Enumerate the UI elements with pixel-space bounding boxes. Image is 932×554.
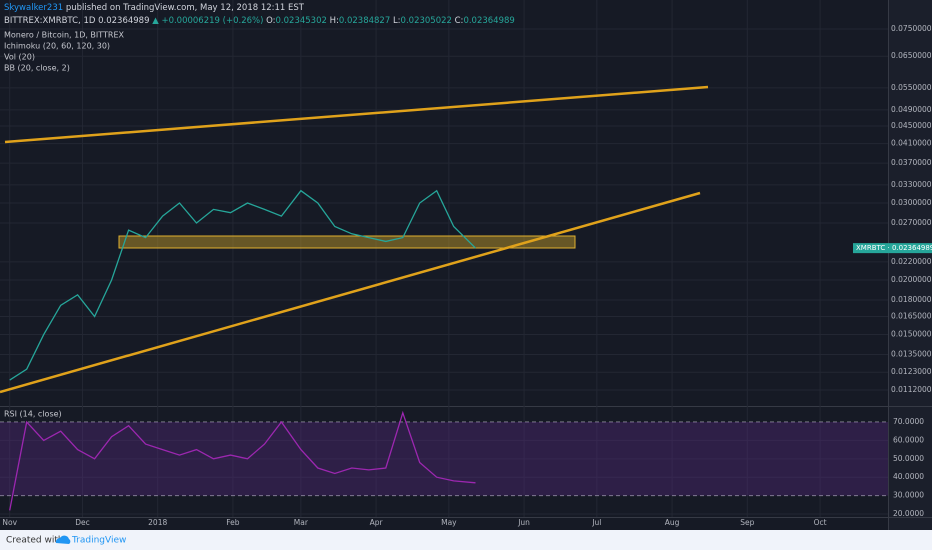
high-label: H:	[330, 16, 339, 26]
close: 0.02364989	[463, 16, 514, 26]
y-tick-label: 0.02700000	[891, 218, 932, 227]
y-tick-label: 0.06500000	[891, 51, 932, 60]
price-tag-value: 0.02364989	[892, 244, 932, 252]
x-tick-label: Jul	[591, 518, 601, 527]
support-zone	[118, 235, 576, 249]
y-tick-label: 0.02200000	[891, 257, 932, 266]
y-tick-label: 0.01650000	[891, 311, 932, 320]
open-label: O:	[266, 16, 275, 26]
y-tick-label: 0.01350000	[891, 350, 932, 359]
last: 0.02364989	[98, 16, 149, 26]
price-tag-name: XMRBTC	[856, 244, 885, 252]
x-tick-label: May	[441, 518, 457, 527]
close-label: C:	[455, 16, 464, 26]
x-tick-label: Nov	[2, 518, 17, 527]
header-line: Skywalker231 published on TradingView.co…	[4, 3, 305, 13]
rsi-line	[9, 410, 476, 511]
change: ▲ +0.00006219 (+0.26%)	[152, 16, 263, 26]
x-tick-label: Aug	[665, 518, 680, 527]
indicator: BB (20, close, 2)	[4, 64, 70, 73]
upper-trend-line	[4, 85, 709, 144]
low: 0.02305022	[401, 16, 452, 26]
y-tick-label: 0.01120000	[891, 385, 932, 394]
symbol: BITTREX:XMRBTC, 1D	[4, 16, 96, 26]
y2-tick-label: 20.0000	[893, 509, 924, 518]
lower-trend-line	[0, 191, 701, 394]
footer-created: Created with	[6, 536, 64, 546]
plot	[9, 189, 476, 511]
logo	[55, 535, 71, 544]
y-tick-label: 0.04500000	[891, 121, 932, 130]
rsi-label: RSI (14, close)	[4, 410, 62, 419]
grid	[0, 0, 888, 517]
chart-title: Monero / Bitcoin, 1D, BITTREX	[4, 31, 125, 40]
price-axis-panel	[888, 0, 932, 530]
y-tick-label: 0.01500000	[891, 330, 932, 339]
x-tick-label: Mar	[294, 518, 309, 527]
y-tick-label: 0.04100000	[891, 139, 932, 148]
y-tick-label: 0.07500000	[891, 24, 932, 33]
low-label: L:	[393, 16, 401, 26]
y-tick-label: 0.01230000	[891, 367, 932, 376]
symbol-line: BITTREX:XMRBTC, 1D 0.02364989 ▲ +0.00006…	[4, 16, 515, 26]
y-tick-label: 0.01800000	[891, 295, 932, 304]
y2-tick-label: 30.0000	[893, 491, 924, 500]
y-tick-label: 0.02000000	[891, 275, 932, 284]
y-tick-label: 0.05500000	[891, 83, 932, 92]
y-tick-label: 0.03000000	[891, 198, 932, 207]
x-tick-label: Apr	[370, 518, 384, 527]
y-tick-label: 0.03300000	[891, 180, 932, 189]
x-tick-label: Sep	[740, 518, 754, 527]
published: published on TradingView.com, May 12, 20…	[66, 3, 305, 13]
price-tag-text: XMRBTC · 0.02364989	[856, 244, 932, 252]
indicator: Ichimoku (20, 60, 120, 30)	[4, 42, 110, 51]
y2-tick-label: 70.0000	[893, 417, 924, 426]
y2-tick-label: 50.0000	[893, 454, 924, 463]
y-tick-label: 0.04900000	[891, 105, 932, 114]
rsi-band	[0, 421, 888, 496]
x-tick-label: Oct	[814, 518, 827, 527]
price-tag	[853, 243, 932, 254]
high: 0.02384827	[339, 16, 390, 26]
author: Skywalker231	[4, 3, 63, 13]
x-tick-label: 2018	[148, 518, 167, 527]
open: 0.02345302	[276, 16, 327, 26]
x-tick-label: Feb	[226, 518, 240, 527]
footer-brand[interactable]: TradingView	[71, 536, 126, 546]
x-tick-label: Jun	[517, 518, 530, 527]
x-tick-label: Dec	[75, 518, 90, 527]
axes: Nov Dec 2018 Feb Mar Apr May Jun Jul Aug Sep Oct 0.0…	[2, 24, 932, 527]
y2-tick-label: 40.0000	[893, 472, 924, 481]
footer	[0, 530, 932, 550]
indicator: Vol (20)	[4, 53, 35, 62]
y-tick-label: 0.03700000	[891, 158, 932, 167]
y2-tick-label: 60.0000	[893, 435, 924, 444]
price-line	[9, 189, 476, 381]
